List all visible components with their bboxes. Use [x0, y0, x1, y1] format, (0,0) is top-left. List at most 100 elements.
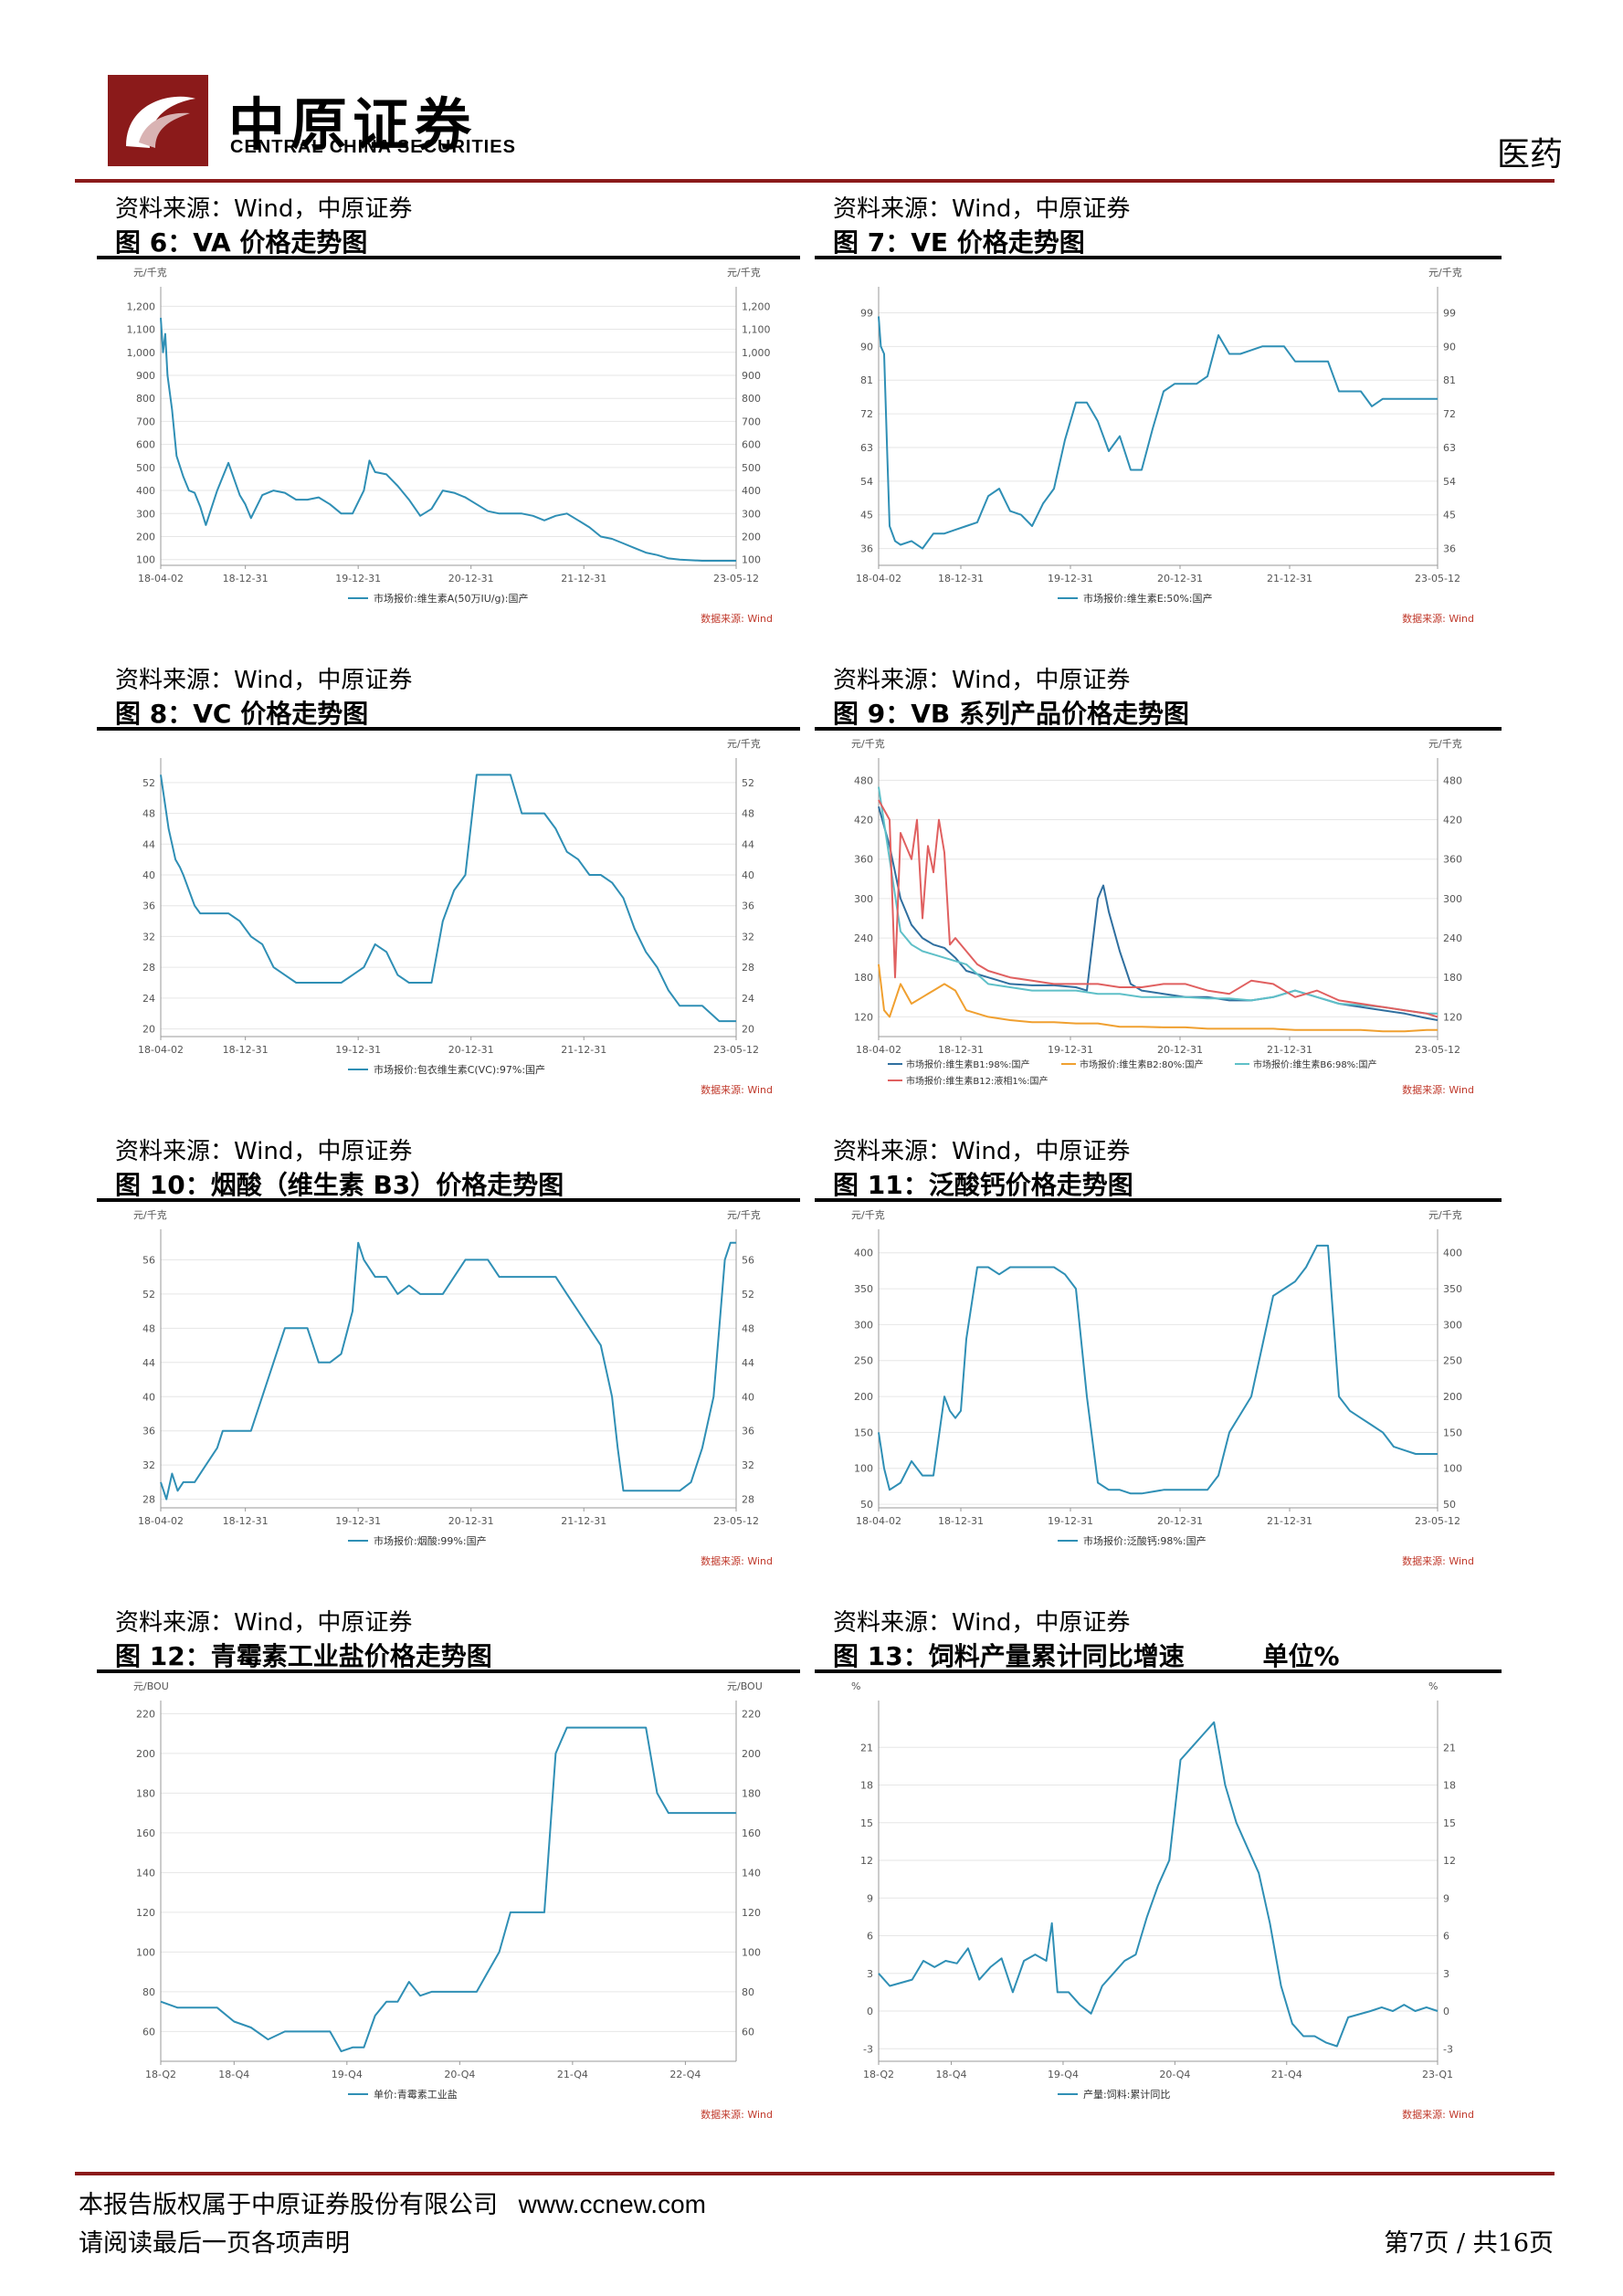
figure-source: 资料来源：Wind，中原证券 — [833, 1609, 1131, 1637]
y-tick-label-left: 800 — [136, 393, 155, 405]
y-tick-label-left: 15 — [860, 1817, 873, 1829]
y-tick-label-left: 220 — [136, 1708, 155, 1720]
x-tick-label: 18-12-31 — [223, 1044, 269, 1056]
y-tick-label-right: 36 — [1443, 543, 1456, 555]
legend-label: 产量:饲料:累计同比 — [1083, 2088, 1170, 2101]
y-tick-label-right: 120 — [1443, 1011, 1462, 1023]
figure-divider — [97, 1198, 800, 1202]
x-tick-label: 21-12-31 — [1267, 1044, 1312, 1056]
y-tick-label-left: 900 — [136, 370, 155, 382]
x-tick-label: 20-Q4 — [1159, 2069, 1190, 2080]
figure-chart: 元/千克 元/千克 50 50 100 100 150 150 200 200 250 250 300 3… — [851, 1209, 1474, 1567]
x-tick-label: 18-Q4 — [936, 2069, 967, 2080]
legend-label: 单价:青霉素工业盐 — [374, 2089, 458, 2101]
y-tick-label-right: 72 — [1443, 408, 1456, 420]
y-tick-label-left: 100 — [136, 554, 155, 566]
axis-unit-right: 元/千克 — [727, 1209, 761, 1221]
y-tick-label-right: 56 — [742, 1254, 754, 1266]
y-tick-label-right: 240 — [1443, 932, 1462, 944]
y-tick-label-left: 300 — [136, 508, 155, 520]
industry-label: 医药 — [1496, 136, 1563, 174]
y-tick-label-right: 52 — [742, 777, 754, 789]
y-tick-label-left: 140 — [136, 1867, 155, 1879]
y-tick-label-right: 50 — [1443, 1499, 1456, 1511]
y-tick-label-right: 150 — [1443, 1427, 1462, 1438]
y-tick-label-left: 99 — [860, 307, 873, 319]
y-tick-label-left: 63 — [860, 442, 873, 454]
x-tick-label: 18-Q2 — [863, 2069, 894, 2080]
y-tick-label-right: 1,200 — [742, 300, 771, 312]
legend-label: 市场报价:包衣维生素C(VC):97%:国产 — [374, 1063, 545, 1076]
y-tick-label-left: 20 — [142, 1024, 155, 1036]
legend-label: 市场报价:维生素B1:98%:国产 — [906, 1058, 1030, 1070]
x-tick-label: 18-12-31 — [223, 1515, 269, 1527]
header-divider — [75, 179, 1554, 183]
y-tick-label-left: 400 — [136, 485, 155, 497]
y-tick-label-right: 9 — [1443, 1892, 1449, 1904]
figure-chart: 元/千克 20 20 24 24 28 28 32 32 36 36 40 40 44 44 48 48 52 52… — [138, 738, 773, 1096]
figure-source: 资料来源：Wind，中原证券 — [115, 667, 413, 694]
y-tick-label-left: 80 — [142, 1986, 155, 1998]
y-tick-label-right: 48 — [742, 1322, 754, 1334]
y-tick-label-left: 24 — [142, 993, 155, 1005]
footer-disclaimer: 请阅读最后一页各项声明 — [79, 2229, 350, 2258]
figure-title: 图 8：VC 价格走势图 — [115, 699, 369, 729]
x-tick-label: 18-12-31 — [938, 1515, 984, 1527]
y-tick-label-left: 1,200 — [127, 300, 156, 312]
y-tick-label-right: 6 — [1443, 1931, 1449, 1943]
x-tick-label: 21-12-31 — [561, 1044, 606, 1056]
series-line — [160, 317, 736, 562]
y-tick-label-right: 500 — [742, 462, 761, 474]
data-credit: 数据来源: Wind — [701, 612, 773, 625]
figure-title: 图 6：VA 价格走势图 — [115, 227, 368, 258]
figure-source: 资料来源：Wind，中原证券 — [115, 195, 413, 223]
y-tick-label-right: 36 — [742, 900, 754, 912]
y-tick-label-left: 200 — [136, 1748, 155, 1760]
x-tick-label: 18-12-31 — [223, 573, 269, 585]
x-tick-label: 20-12-31 — [448, 1515, 494, 1527]
x-tick-label: 20-12-31 — [448, 1044, 494, 1056]
y-tick-label-left: 200 — [854, 1391, 873, 1403]
website-link[interactable]: www.ccnew.com — [518, 2190, 706, 2218]
data-credit: 数据来源: Wind — [701, 1554, 773, 1567]
y-tick-label-right: 54 — [1443, 476, 1456, 488]
series-line — [160, 1241, 736, 1501]
data-credit: 数据来源: Wind — [701, 2108, 773, 2121]
y-tick-label-left: 56 — [142, 1254, 155, 1266]
y-tick-label-right: 40 — [742, 1391, 754, 1403]
axis-unit-right: % — [1428, 1680, 1438, 1692]
figure-source: 资料来源：Wind，中原证券 — [115, 1138, 413, 1165]
axis-unit-left: % — [851, 1680, 860, 1692]
figure-source: 资料来源：Wind，中原证券 — [833, 667, 1131, 694]
y-tick-label-left: 150 — [854, 1427, 873, 1438]
y-tick-label-right: 160 — [742, 1827, 761, 1839]
y-tick-label-right: 28 — [742, 962, 754, 974]
y-tick-label-right: 350 — [1443, 1283, 1462, 1295]
figure-source: 资料来源：Wind，中原证券 — [833, 1138, 1131, 1165]
y-tick-label-right: 400 — [1443, 1248, 1462, 1259]
axis-unit-left: 元/千克 — [851, 1209, 885, 1221]
y-tick-label-left: 40 — [142, 869, 155, 881]
x-tick-label: 18-04-02 — [856, 1044, 901, 1056]
y-tick-label-right: 81 — [1443, 374, 1456, 386]
y-tick-label-left: 36 — [860, 543, 873, 555]
figure-chart: 元/千克 元/千克 100 100 200 200 300 300 400 400 500 500 60… — [127, 267, 774, 625]
x-tick-label: 18-12-31 — [938, 573, 984, 585]
y-tick-label-right: 1,000 — [742, 347, 771, 359]
y-tick-label-left: 120 — [136, 1907, 155, 1919]
y-tick-label-right: 200 — [742, 531, 761, 542]
y-tick-label-left: 420 — [854, 815, 873, 827]
series-line — [878, 1244, 1438, 1495]
y-tick-label-right: 90 — [1443, 341, 1456, 353]
y-tick-label-left: 240 — [854, 932, 873, 944]
y-tick-label-right: 180 — [1443, 972, 1462, 984]
legend-label: 市场报价:维生素B12:液相1%:国产 — [906, 1075, 1049, 1087]
series-line — [160, 774, 736, 1023]
y-tick-label-left: 250 — [854, 1355, 873, 1367]
logo-text-cn: 中原证券 — [228, 91, 478, 158]
data-credit: 数据来源: Wind — [1402, 2108, 1474, 2121]
x-tick-label: 18-04-02 — [138, 1515, 184, 1527]
y-tick-label-right: 900 — [742, 370, 761, 382]
y-tick-label-right: 1,100 — [742, 324, 771, 336]
y-tick-label-left: 72 — [860, 408, 873, 420]
